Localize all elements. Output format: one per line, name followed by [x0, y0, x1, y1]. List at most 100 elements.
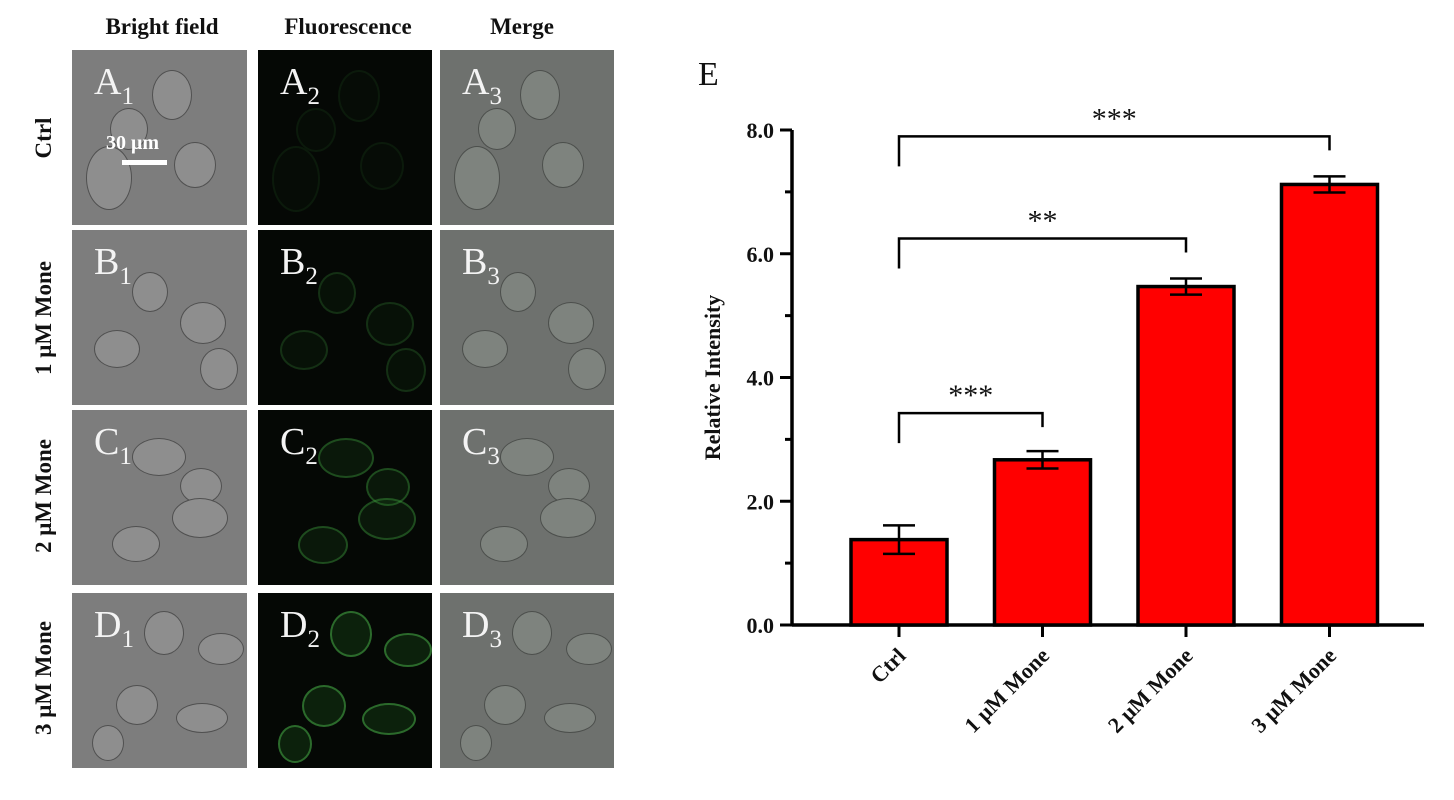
column-header-fluorescence: Fluorescence: [284, 14, 412, 39]
scale-bar: [122, 160, 167, 165]
cell-image: [272, 146, 320, 212]
cell-image: [318, 272, 356, 314]
panel-label: A2: [280, 61, 320, 110]
cell-image: [110, 108, 148, 150]
y-axis-label: Relative Intensity: [700, 295, 725, 461]
panel-label: A3: [462, 61, 502, 110]
cell-image: [112, 526, 160, 562]
cell-image: [386, 348, 426, 392]
cell-image: [362, 703, 416, 735]
cell-image: [478, 108, 516, 150]
cell-image: [542, 142, 584, 188]
cell-image: [384, 633, 432, 667]
bar-2: [1136, 284, 1236, 627]
cell-image: [330, 611, 372, 657]
cell-image: [94, 330, 140, 368]
cell-image: [198, 633, 244, 665]
x-tick-label: 1 μM Mone: [959, 643, 1054, 738]
micrograph-panel-d2: D2: [258, 593, 432, 768]
panel-label: B2: [280, 241, 318, 290]
micrograph-panel-d1: D1: [72, 593, 247, 768]
row-label-ctrl: Ctrl: [31, 117, 56, 159]
cell-image: [298, 526, 348, 564]
cell-image: [152, 70, 192, 120]
significance-label: ***: [948, 379, 993, 412]
row-label-2-um-mone: 2 μM Mone: [31, 439, 56, 553]
cell-image: [302, 685, 346, 727]
cell-image: [460, 725, 492, 761]
panel-label: B1: [94, 241, 132, 290]
column-header-merge: Merge: [490, 14, 554, 39]
cell-image: [500, 272, 536, 312]
panel-label: C3: [462, 421, 500, 470]
y-tick-label: 2.0: [747, 489, 775, 514]
significance-label: **: [1028, 205, 1058, 238]
relative-intensity-bar-chart: E Relative Intensity 0.0 2.0 4.0 6.0 8.0 Ctrl 1 …: [698, 56, 1424, 738]
cell-image: [568, 348, 606, 390]
micrograph-panel-b1: B1: [72, 230, 247, 405]
cell-image: [144, 611, 184, 655]
cell-image: [172, 498, 228, 538]
x-tick-label: 3 μM Mone: [1246, 643, 1341, 738]
panel-label: C2: [280, 421, 318, 470]
cell-image: [544, 703, 596, 733]
cell-image: [92, 725, 124, 761]
micrograph-panel-c2: C2: [258, 410, 432, 585]
micrograph-panel-a1: A1: [72, 50, 247, 225]
cell-image: [480, 526, 528, 562]
cell-image: [512, 611, 552, 655]
cell-image: [86, 146, 132, 210]
scale-bar-label: 30 μm: [106, 132, 159, 154]
micrograph-panel-c3: C3: [440, 410, 614, 585]
cell-image: [174, 142, 216, 188]
y-tick-label: 8.0: [747, 118, 775, 143]
micrograph-panel-c1: C1: [72, 410, 247, 585]
micrograph-panel-d3: D3: [440, 593, 614, 768]
cell-image: [338, 70, 380, 122]
cell-image: [484, 685, 526, 725]
x-tick-label: Ctrl: [865, 643, 910, 688]
cell-image: [200, 348, 238, 390]
cell-image: [540, 498, 596, 538]
cell-image: [176, 703, 228, 733]
cell-image: [318, 438, 374, 478]
column-header-bright-field: Bright field: [105, 14, 219, 39]
micrograph-panel-b3: B3: [440, 230, 614, 405]
row-label-1-um-mone: 1 μM Mone: [31, 261, 56, 375]
bar-3: [1279, 182, 1380, 627]
cell-image: [280, 330, 328, 370]
cell-image: [566, 633, 612, 665]
y-tick-label: 4.0: [747, 366, 775, 391]
cell-image: [358, 498, 416, 540]
micrograph-panel-a2: A2: [258, 50, 432, 225]
panel-label: D2: [280, 604, 320, 653]
cell-image: [520, 70, 560, 120]
significance-label: ***: [1092, 102, 1137, 135]
micrograph-panel-a3: A3: [440, 50, 614, 225]
panel-label: A1: [94, 61, 134, 110]
panel-label: D1: [94, 604, 134, 653]
x-tick-label: 2 μM Mone: [1103, 643, 1198, 738]
cell-image: [462, 330, 508, 368]
micrograph-panel-b2: B2: [258, 230, 432, 405]
significance-bracket: [897, 237, 1188, 269]
cell-image: [454, 146, 500, 210]
cell-image: [132, 438, 186, 476]
cell-image: [500, 438, 554, 476]
cell-image: [548, 302, 594, 344]
chart-panel-label: E: [698, 56, 719, 93]
significance-bracket: [897, 135, 1331, 167]
cell-image: [366, 302, 414, 346]
row-label-3-um-mone: 3 μM Mone: [31, 621, 56, 735]
panel-label: D3: [462, 604, 502, 653]
y-tick-label: 6.0: [747, 242, 775, 267]
cell-image: [360, 142, 404, 190]
cell-image: [278, 725, 312, 763]
cell-image: [132, 272, 168, 312]
cell-image: [180, 302, 226, 344]
y-tick-label: 0.0: [747, 613, 775, 638]
bar-1: [992, 458, 1093, 627]
panel-label: C1: [94, 421, 132, 470]
significance-bracket: [897, 411, 1044, 444]
cell-image: [116, 685, 158, 725]
